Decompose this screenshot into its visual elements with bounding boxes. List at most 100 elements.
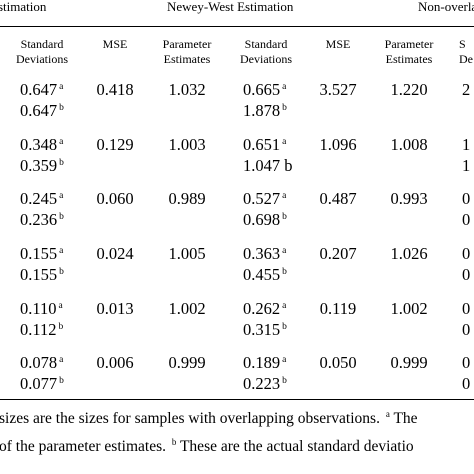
cell-value: 0.155 — [20, 244, 58, 263]
cell-value: 0.999 — [168, 353, 206, 372]
footnote-mark: a — [59, 246, 64, 256]
cell-pe2: 1.003 — [147, 135, 227, 154]
footnote-mark: b — [282, 322, 287, 332]
cell-sd1-a: 0.110 a — [20, 299, 63, 322]
cell-value: 1.002 — [168, 299, 206, 318]
cell-value: 0.155 — [20, 265, 58, 284]
cell-value: 0 — [462, 320, 471, 339]
cell-value: 0.245 — [20, 189, 58, 208]
column-header-line: Parameter — [384, 37, 434, 51]
cell-sd2-b: 1.878 b — [243, 101, 287, 124]
column-header-line: MSE — [325, 37, 351, 51]
cell-sd2-a: 0.665 a — [243, 80, 286, 103]
cell-sd3-b: 0 — [462, 374, 470, 393]
cell-value: 1.003 — [168, 135, 206, 154]
footnote-mark: b — [59, 212, 64, 222]
cell-sd2-a: 0.651 a — [243, 135, 286, 158]
cell-mse1: 0.024 — [75, 244, 155, 263]
note-text: These are the actual standard deviatio — [179, 438, 414, 455]
cell-pe3: 1.008 — [369, 135, 449, 154]
cell-sd2-b: 1.047 b — [243, 156, 293, 175]
note-text: The — [393, 410, 418, 427]
cell-sd1-a: 0.078 a — [20, 353, 63, 376]
cell-value: 0.647 — [20, 101, 58, 120]
cell-sd3-a: 0 — [462, 299, 470, 318]
cell-value: 0.223 — [243, 374, 281, 393]
cell-mse2: 1.096 — [298, 135, 378, 154]
cell-mse1: 0.129 — [75, 135, 155, 154]
cell-pe2: 1.002 — [147, 299, 227, 318]
cell-sd1-b: 0.647 b — [20, 101, 64, 124]
footnote-mark: b — [282, 103, 287, 113]
cell-value: 0 — [462, 353, 471, 372]
cell-sd3-b: 0 — [462, 265, 470, 284]
column-header-standard-deviations-3: S De — [459, 37, 474, 67]
cell-pe3: 1.002 — [369, 299, 449, 318]
cell-value: 1.032 — [168, 80, 206, 99]
footnote-mark: a — [59, 137, 64, 147]
cell-mse2: 3.527 — [298, 80, 378, 99]
cell-mse2: 0.119 — [298, 299, 378, 318]
cell-value: 0 — [462, 210, 471, 229]
cell-sd3-a: 0 — [462, 189, 470, 208]
cell-pe2: 1.032 — [147, 80, 227, 99]
footnote-mark: a — [282, 246, 287, 256]
column-header-line: Deviations — [16, 52, 68, 66]
cell-value: 0.359 — [20, 156, 58, 175]
column-header-line: MSE — [102, 37, 128, 51]
cell-pe3: 0.999 — [369, 353, 449, 372]
cell-sd1-b: 0.236 b — [20, 210, 64, 233]
cell-value: 0.651 — [243, 135, 281, 154]
cell-value: 0.993 — [390, 189, 428, 208]
column-header-line: De — [459, 52, 473, 66]
cell-value: 0.363 — [243, 244, 281, 263]
table-note-line-2: of the parameter estimates. b These are … — [0, 437, 414, 458]
cell-value: 0.110 — [20, 299, 57, 318]
cell-sd1-a: 0.245 a — [20, 189, 63, 212]
cell-mse2: 0.050 — [298, 353, 378, 372]
cell-value: 0.119 — [319, 299, 357, 318]
group-header-non-overlapping: Non-overla — [418, 0, 474, 14]
footnote-mark: b — [59, 103, 64, 113]
cell-value: 0.999 — [390, 353, 428, 372]
footnote-mark: b — [282, 376, 287, 386]
cell-sd1-b: 0.112 b — [20, 320, 63, 343]
cell-sd2-a: 0.262 a — [243, 299, 286, 322]
cell-sd1-a: 0.647 a — [20, 80, 63, 103]
cell-value: 1.047 b — [243, 156, 293, 175]
cell-mse2: 0.207 — [298, 244, 378, 263]
cell-value: 0.207 — [319, 244, 357, 263]
column-header-parameter-estimates-3: Parameter Estimates — [369, 37, 449, 67]
cell-value: 0.487 — [319, 189, 357, 208]
cell-value: 0.455 — [243, 265, 281, 284]
cell-sd2-b: 0.315 b — [243, 320, 287, 343]
cell-sd1-b: 0.359 b — [20, 156, 64, 179]
cell-sd2-b: 0.223 b — [243, 374, 287, 397]
cell-value: 1.096 — [319, 135, 357, 154]
cell-value: 0.315 — [243, 320, 281, 339]
header-rule — [0, 26, 474, 27]
column-header-line: S — [459, 37, 466, 51]
cell-value: 0.189 — [243, 353, 281, 372]
cell-sd2-a: 0.527 a — [243, 189, 286, 212]
cell-value: 0.527 — [243, 189, 281, 208]
cell-value: 1 — [462, 135, 471, 154]
footnote-mark: b — [282, 212, 287, 222]
cell-mse2: 0.487 — [298, 189, 378, 208]
cell-sd2-a: 0.363 a — [243, 244, 286, 267]
footnote-mark: a — [282, 301, 287, 311]
cell-value: 0.050 — [319, 353, 357, 372]
cell-value: 0 — [462, 189, 471, 208]
group-header-newey-west: Newey-West Estimation — [167, 0, 294, 14]
cell-sd3-a: 0 — [462, 353, 470, 372]
footnote-mark: a — [282, 137, 287, 147]
footnote-mark: b — [59, 267, 64, 277]
cell-value: 0.024 — [96, 244, 134, 263]
cell-value: 1.026 — [390, 244, 428, 263]
cell-value: 1.878 — [243, 101, 281, 120]
column-header-line: Estimates — [385, 52, 433, 66]
cell-value: 1 — [462, 156, 471, 175]
column-header-line: Standard — [244, 37, 288, 51]
footnote-mark: a — [59, 191, 64, 201]
cell-pe3: 0.993 — [369, 189, 449, 208]
